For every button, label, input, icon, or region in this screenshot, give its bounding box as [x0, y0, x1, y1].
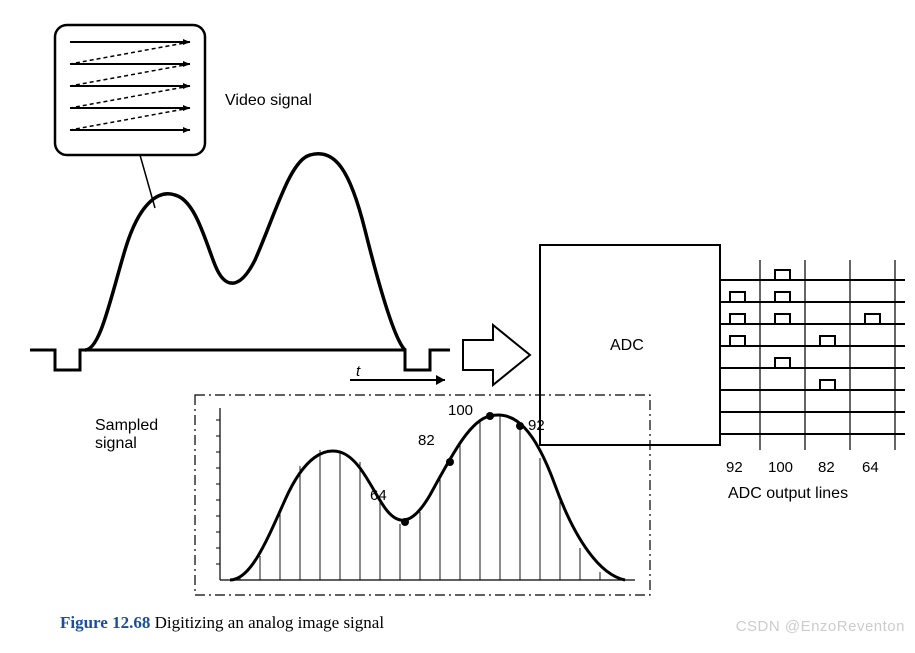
point-64: 64 [370, 487, 387, 504]
video-signal-label: Video signal [225, 92, 312, 109]
adc-box: ADC [540, 245, 720, 445]
figure-number: Figure 12.68 [60, 613, 150, 632]
diagram-svg: Video signal t ADC [0, 0, 915, 610]
point-82: 82 [418, 432, 435, 449]
figure-caption: Figure 12.68 Digitizing an analog image … [60, 613, 384, 633]
sampled-signal-chart: Sampled signal [95, 395, 650, 595]
figure-container: Video signal t ADC [0, 0, 915, 653]
video-waveform: t [30, 154, 450, 385]
point-100: 100 [448, 402, 473, 419]
point-92: 92 [528, 417, 545, 434]
t-axis-label: t [356, 363, 361, 380]
sampled-signal-label-2: signal [95, 435, 137, 452]
raster-scan-inset [55, 25, 205, 155]
watermark: CSDN @EnzoReventon [736, 618, 905, 635]
adc-output-lines: 92 100 82 64 ADC output lines [720, 260, 905, 502]
adc-col-0: 92 [726, 459, 743, 476]
adc-output-label: ADC output lines [728, 485, 848, 502]
figure-title: Digitizing an analog image signal [155, 613, 384, 632]
sampled-signal-label-1: Sampled [95, 417, 158, 434]
adc-col-3: 64 [862, 459, 879, 476]
adc-label: ADC [610, 337, 644, 354]
adc-col-2: 82 [818, 459, 835, 476]
adc-col-1: 100 [768, 459, 793, 476]
block-arrow [463, 325, 530, 385]
